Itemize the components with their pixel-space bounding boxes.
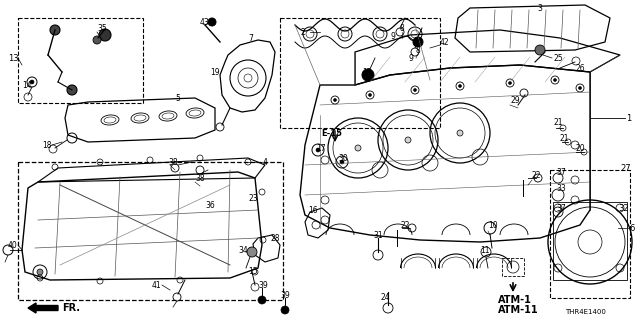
Text: 33: 33: [556, 183, 566, 193]
Text: 39: 39: [258, 281, 268, 290]
Bar: [280, 18, 440, 128]
Circle shape: [413, 37, 423, 47]
Text: 4: 4: [263, 157, 268, 166]
Circle shape: [509, 82, 511, 84]
Text: 39: 39: [280, 291, 290, 300]
Text: 22: 22: [400, 220, 410, 229]
Bar: [18, 18, 143, 103]
Text: 42: 42: [440, 37, 450, 46]
Text: 3: 3: [537, 4, 542, 12]
Bar: [18, 162, 283, 300]
Circle shape: [413, 89, 417, 92]
Circle shape: [30, 80, 34, 84]
Circle shape: [369, 93, 371, 97]
Text: 14: 14: [22, 81, 31, 90]
Circle shape: [99, 29, 111, 41]
Circle shape: [362, 69, 374, 81]
Text: 40: 40: [8, 241, 18, 250]
Circle shape: [554, 78, 557, 82]
Circle shape: [281, 306, 289, 314]
Text: ATM-1: ATM-1: [498, 295, 532, 305]
Text: 43: 43: [200, 18, 210, 27]
Text: 26: 26: [576, 63, 586, 73]
Text: 2: 2: [300, 28, 305, 36]
Bar: [550, 170, 630, 298]
Text: 31: 31: [373, 230, 383, 239]
Text: 15: 15: [248, 268, 258, 276]
Text: 13: 13: [8, 53, 19, 62]
Text: 6: 6: [629, 223, 634, 233]
Circle shape: [258, 296, 266, 304]
Text: 37: 37: [556, 167, 566, 177]
Circle shape: [355, 145, 361, 151]
Text: ATM-11: ATM-11: [498, 305, 539, 315]
Text: 32: 32: [618, 204, 628, 212]
Bar: [502, 258, 524, 276]
Text: 27: 27: [620, 164, 630, 172]
Circle shape: [457, 130, 463, 136]
Text: 1: 1: [626, 114, 631, 123]
Text: THR4E1400: THR4E1400: [565, 309, 606, 315]
Text: 36: 36: [205, 201, 215, 210]
Text: 18: 18: [42, 140, 51, 149]
Text: 34: 34: [238, 245, 248, 254]
Circle shape: [333, 99, 337, 101]
Text: 8: 8: [415, 45, 420, 54]
Circle shape: [37, 269, 43, 275]
Text: 8: 8: [399, 23, 404, 33]
Circle shape: [247, 247, 257, 257]
Text: 16: 16: [308, 205, 317, 214]
Bar: [553, 202, 627, 280]
Text: 9: 9: [390, 31, 395, 41]
Text: 9: 9: [408, 53, 413, 62]
Text: 38: 38: [168, 157, 178, 166]
Text: 21: 21: [554, 117, 563, 126]
Text: 28: 28: [270, 234, 280, 243]
Text: 37: 37: [556, 204, 566, 212]
Text: 38: 38: [195, 173, 205, 182]
Text: 41: 41: [152, 281, 162, 290]
Text: 35: 35: [97, 23, 107, 33]
Text: 25: 25: [553, 53, 563, 62]
Circle shape: [535, 45, 545, 55]
Text: 5: 5: [175, 93, 180, 102]
Text: 23: 23: [248, 194, 258, 203]
Circle shape: [579, 86, 582, 90]
Circle shape: [316, 148, 320, 152]
FancyArrow shape: [28, 303, 58, 313]
Text: 11: 11: [480, 245, 490, 254]
Text: 10: 10: [488, 220, 498, 229]
Text: 21: 21: [560, 133, 570, 142]
Circle shape: [405, 137, 411, 143]
Text: FR.: FR.: [62, 303, 80, 313]
Circle shape: [340, 160, 344, 164]
Circle shape: [458, 84, 461, 87]
Text: 12: 12: [362, 68, 371, 76]
Text: 20: 20: [576, 143, 586, 153]
Circle shape: [67, 85, 77, 95]
Circle shape: [50, 25, 60, 35]
Text: 19: 19: [210, 68, 220, 76]
Text: 7: 7: [248, 34, 253, 43]
Text: E-15: E-15: [321, 129, 342, 138]
Text: 22: 22: [532, 171, 541, 180]
Text: 24: 24: [380, 293, 390, 302]
Circle shape: [208, 18, 216, 26]
Text: 30: 30: [338, 154, 348, 163]
Text: 29: 29: [510, 95, 520, 105]
Text: 17: 17: [316, 143, 326, 153]
Circle shape: [93, 36, 101, 44]
